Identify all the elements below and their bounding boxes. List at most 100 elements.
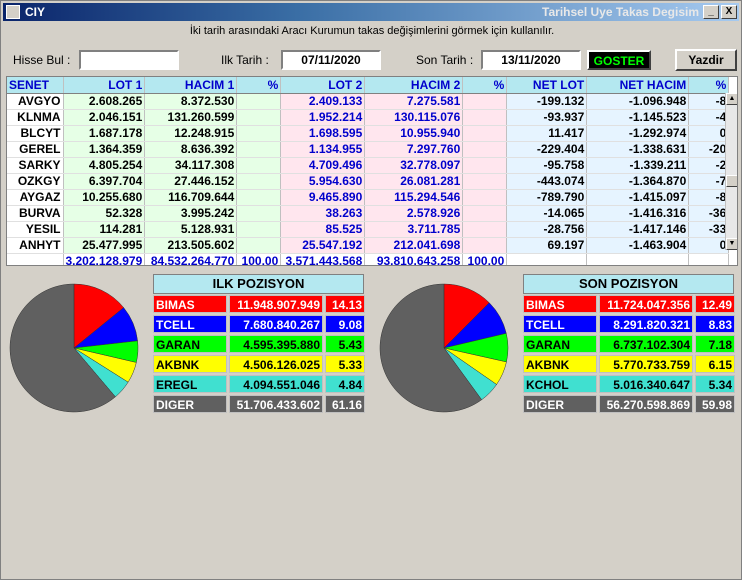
hisse-label: Hisse Bul : — [13, 53, 71, 67]
table-cell: 2.578.926 — [364, 205, 464, 222]
table-cell: 69.197 — [506, 237, 588, 254]
son-tarih-label: Son Tarih : — [416, 53, 474, 67]
position-name: KCHOL — [523, 375, 597, 393]
ilk-pie-chart — [9, 283, 139, 413]
table-row[interactable]: YESIL 114.281 5.128.931 85.525 3.711.785 -28.… — [7, 221, 730, 238]
scroll-up-icon[interactable]: ▲ — [726, 93, 737, 105]
app-icon — [6, 5, 20, 19]
table-cell: 4.709.496 — [280, 157, 366, 174]
position-name: EREGL — [153, 375, 227, 393]
table-cell — [236, 157, 282, 174]
close-button[interactable]: X — [721, 5, 737, 19]
table-cell: -95.758 — [506, 157, 588, 174]
table-cell: 3.995.242 — [144, 205, 238, 222]
son-position-row: AKBNK 5.770.733.759 6.15 — [523, 355, 737, 374]
position-value: 5.016.340.647 — [599, 375, 693, 393]
goster-button[interactable]: GOSTER — [587, 50, 651, 70]
son-pie-slice — [379, 283, 483, 413]
table-cell: -33 — [688, 221, 730, 238]
table-cell: 1.687.178 — [63, 125, 146, 142]
table-cell: -8 — [688, 93, 730, 110]
position-value: 7.680.840.267 — [229, 315, 323, 333]
yazdir-button[interactable]: Yazdir — [675, 49, 737, 71]
table-row[interactable]: GEREL 1.364.359 8.636.392 1.134.955 7.297.76… — [7, 141, 730, 158]
table-cell — [236, 237, 282, 254]
table-row[interactable]: BLCYT 1.687.178 12.248.915 1.698.595 10.955.… — [7, 125, 730, 142]
minimize-button[interactable]: _ — [703, 5, 719, 19]
table-cell: 5.954.630 — [280, 173, 366, 190]
table-cell — [462, 189, 508, 206]
table-row[interactable]: KLNMA 2.046.151 131.260.599 1.952.214 130.11… — [7, 109, 730, 126]
column-header[interactable]: % — [688, 77, 730, 94]
column-header[interactable]: % — [236, 77, 282, 94]
total-cell: 3.571.443.568 — [280, 253, 366, 265]
column-header[interactable]: LOT 2 — [280, 77, 366, 94]
ilk-position-row: AKBNK 4.506.126.025 5.33 — [153, 355, 367, 374]
table-cell: -1.463.904 — [586, 237, 690, 254]
table-cell: 85.525 — [280, 221, 366, 238]
table-cell: 2.046.151 — [63, 109, 146, 126]
table-cell: -443.074 — [506, 173, 588, 190]
position-name: TCELL — [153, 315, 227, 333]
table-cell: 34.117.308 — [144, 157, 238, 174]
table-cell: -4 — [688, 109, 730, 126]
table-cell: -14.065 — [506, 205, 588, 222]
column-header[interactable]: HACIM 1 — [144, 77, 238, 94]
ilk-tarih-input[interactable]: 07/11/2020 — [281, 50, 381, 70]
table-cell: 12.248.915 — [144, 125, 238, 142]
total-cell: 84.532.264.770 — [144, 253, 238, 265]
ilk-pozisyon-title: ILK POZISYON — [153, 274, 364, 294]
table-row[interactable]: AVGYO 2.608.265 8.372.530 2.409.133 7.275.58… — [7, 93, 730, 110]
table-cell — [462, 141, 508, 158]
table-row[interactable]: AYGAZ 10.255.680 116.709.644 9.465.890 115.2… — [7, 189, 730, 206]
position-percent: 8.83 — [695, 315, 735, 333]
column-header[interactable]: LOT 1 — [63, 77, 146, 94]
table-cell: 6.397.704 — [63, 173, 146, 190]
position-percent: 59.98 — [695, 395, 735, 413]
son-tarih-input[interactable]: 13/11/2020 — [481, 50, 581, 70]
window-subtitle: Tarihsel Uye Takas Degisim — [542, 5, 699, 19]
table-row[interactable]: ANHYT 25.477.995 213.505.602 25.547.192 212.… — [7, 237, 730, 254]
column-header[interactable]: NET HACIM — [586, 77, 690, 94]
column-header[interactable]: NET LOT — [506, 77, 588, 94]
ilk-position-row: GARAN 4.595.395.880 5.43 — [153, 335, 367, 354]
position-value: 5.770.733.759 — [599, 355, 693, 373]
table-cell: 32.778.097 — [364, 157, 464, 174]
table-vertical-scrollbar[interactable]: ▲ ▼ — [725, 93, 737, 250]
info-text: İki tarih arasındaki Aracı Kurumun takas… — [189, 25, 555, 37]
position-value: 11.724.047.356 — [599, 295, 693, 313]
table-cell — [462, 205, 508, 222]
total-cell — [7, 253, 64, 265]
table-cell: -28.756 — [506, 221, 588, 238]
table-cell — [462, 237, 508, 254]
position-name: AKBNK — [153, 355, 227, 373]
table-cell: -93.937 — [506, 109, 588, 126]
scroll-thumb[interactable] — [726, 175, 737, 187]
table-row[interactable]: BURVA 52.328 3.995.242 38.263 2.578.926 -14.0… — [7, 205, 730, 222]
table-cell: -1.417.146 — [586, 221, 690, 238]
column-header[interactable]: HACIM 2 — [364, 77, 464, 94]
table-row[interactable]: OZKGY 6.397.704 27.446.152 5.954.630 26.081.… — [7, 173, 730, 190]
table-cell: GEREL — [7, 141, 64, 158]
table-cell — [236, 109, 282, 126]
table-cell: 212.041.698 — [364, 237, 464, 254]
table-cell: 7.297.760 — [364, 141, 464, 158]
table-cell: 0 — [688, 125, 730, 142]
table-cell: -1.415.097 — [586, 189, 690, 206]
column-header[interactable]: % — [462, 77, 508, 94]
table-cell: 2.608.265 — [63, 93, 146, 110]
table-cell: 2.409.133 — [280, 93, 366, 110]
scroll-down-icon[interactable]: ▼ — [726, 238, 737, 250]
table-row[interactable]: SARKY 4.805.254 34.117.308 4.709.496 32.778.… — [7, 157, 730, 174]
table-cell: BURVA — [7, 205, 64, 222]
table-cell — [462, 109, 508, 126]
hisse-search-input[interactable] — [79, 50, 179, 70]
position-value: 4.094.551.046 — [229, 375, 323, 393]
table-cell: 27.446.152 — [144, 173, 238, 190]
table-cell: 0 — [688, 237, 730, 254]
position-percent: 7.18 — [695, 335, 735, 353]
table-cell: KLNMA — [7, 109, 64, 126]
table-cell: 25.547.192 — [280, 237, 366, 254]
total-cell: 93.810.643.258 — [364, 253, 464, 265]
column-header[interactable]: SENET — [7, 77, 64, 94]
